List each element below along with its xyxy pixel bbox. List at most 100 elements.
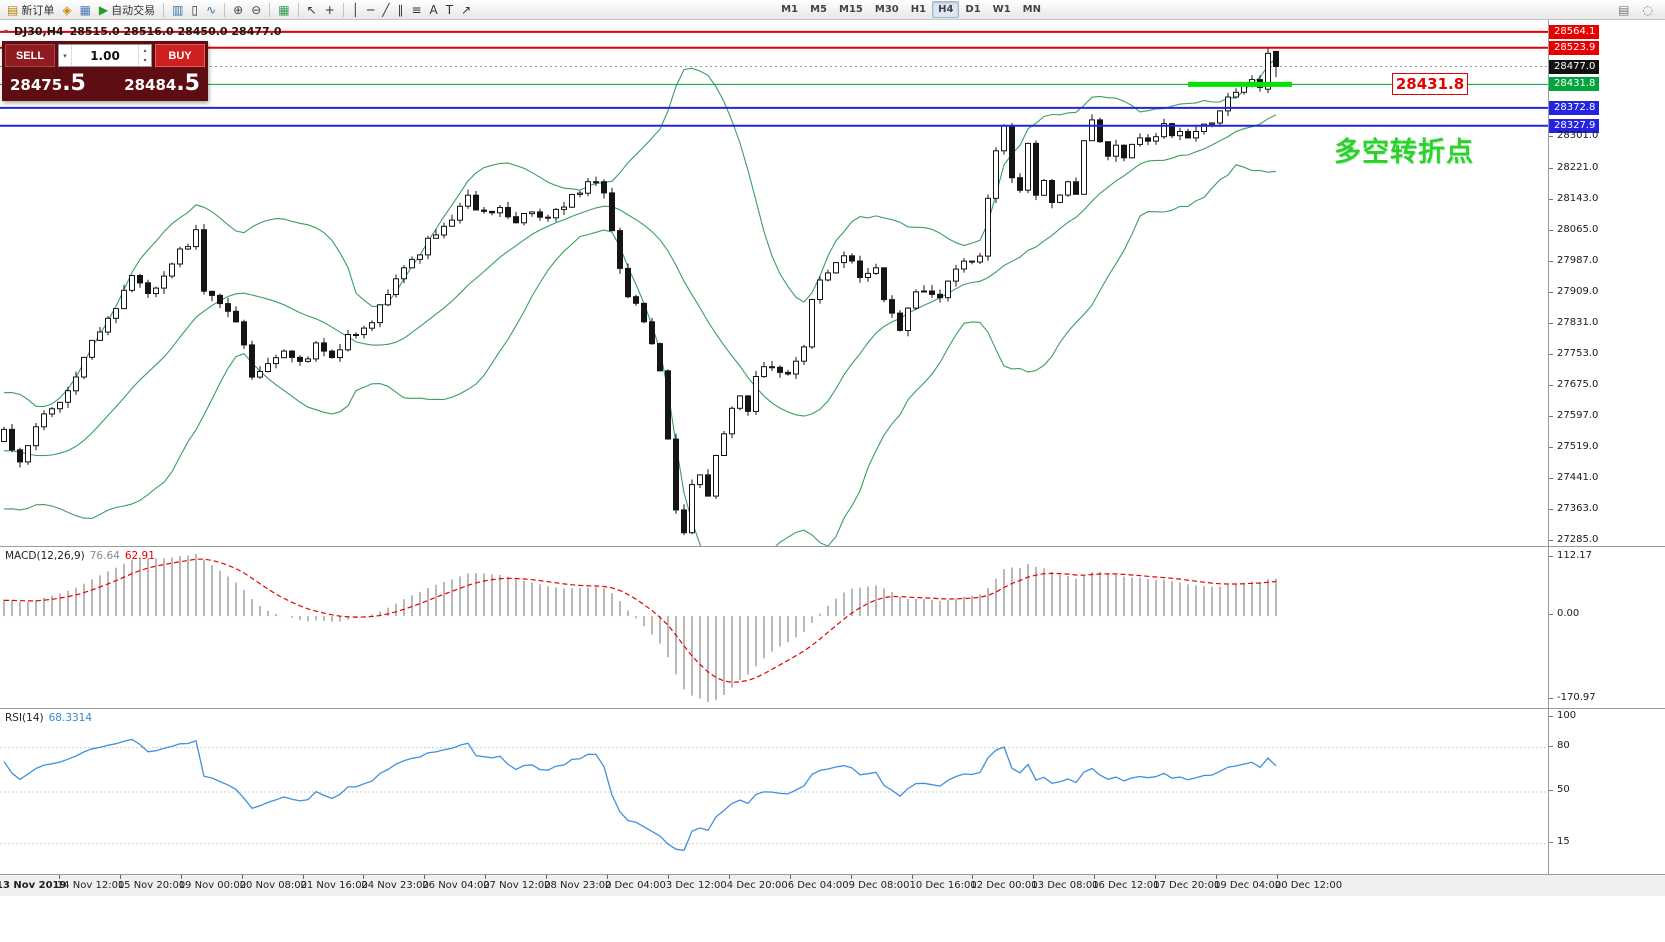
rsi-pane[interactable]: RSI(14) 68.3314	[0, 708, 1665, 874]
time-axis-label: 27 Nov 12:00	[483, 880, 551, 891]
time-axis-label: 17 Dec 20:00	[1153, 880, 1221, 891]
arrows-button[interactable]: ↗	[457, 1, 475, 18]
time-tick	[789, 875, 791, 879]
trendline-button[interactable]: ╱	[378, 1, 393, 18]
macd-chart[interactable]	[0, 548, 1548, 708]
price-tick-label: 27987.0	[1549, 254, 1602, 268]
time-axis-label: 2 Dec 04:00	[605, 880, 666, 891]
time-tick	[302, 875, 304, 879]
auto-trading-button[interactable]: ▶ 自动交易	[95, 1, 159, 18]
trade-panel-prices: 28475.5 28484.5	[5, 67, 205, 98]
sell-button[interactable]: SELL	[5, 44, 55, 67]
time-axis-label: 10 Dec 16:00	[909, 880, 977, 891]
arrow-icon: ↗	[461, 2, 472, 17]
rsi-chart[interactable]	[0, 710, 1548, 874]
chart-ohlc-label: 28515.0 28516.0 28450.0 28477.0	[69, 25, 282, 38]
price-tick-label: 27909.0	[1549, 285, 1602, 299]
time-axis-label: 14 Nov 12:00	[56, 880, 125, 891]
timeframe-m30[interactable]: M30	[874, 4, 899, 15]
timeframe-h4[interactable]: H4	[932, 1, 960, 18]
zoom-out-button[interactable]: ⊖	[247, 1, 265, 18]
time-axis-label: 16 Dec 12:00	[1092, 880, 1160, 891]
main-chart-pane[interactable]: ▾ DJ30,H4 28515.0 28516.0 28450.0 28477.…	[0, 20, 1548, 546]
macd-signal-value: 62.91	[124, 550, 155, 562]
line-chart-icon: ∿	[206, 2, 217, 17]
zoom-in-button[interactable]: ⊕	[229, 1, 247, 18]
price-level-label: 28523.9	[1549, 40, 1600, 55]
rsi-axis-label: 100	[1549, 709, 1580, 723]
sell-price: 28475.5	[10, 71, 86, 96]
one-click-trading-panel: SELL ▾ ▴ ▾ BUY 28475.5 28484.5	[2, 41, 208, 101]
toolbar-separator	[163, 2, 165, 17]
rsi-axis-label: 80	[1549, 739, 1574, 753]
timeframe-d1[interactable]: D1	[965, 4, 981, 15]
timeframe-mn[interactable]: MN	[1022, 4, 1041, 15]
lot-size-field[interactable]: ▾ ▴ ▾	[58, 44, 152, 67]
horizontal-line-button[interactable]: ─	[363, 1, 378, 18]
price-annotation-box[interactable]: 28431.8	[1392, 73, 1468, 95]
auto-trading-button-label: 自动交易	[111, 4, 156, 17]
channel-button[interactable]: ∥	[393, 1, 407, 18]
buy-button[interactable]: BUY	[155, 44, 205, 67]
price-tick-label: 28143.0	[1549, 192, 1602, 206]
lot-stepper[interactable]: ▴ ▾	[138, 45, 151, 66]
crosshair-icon: +	[324, 2, 335, 17]
toolbar-right-icons: ▤ ◌	[1614, 1, 1662, 18]
lot-dropdown-icon[interactable]: ▾	[59, 45, 72, 66]
price-tick-label: 27831.0	[1549, 316, 1602, 330]
time-tick	[241, 875, 243, 879]
charts-grid-button[interactable]: ▦	[76, 1, 95, 18]
time-tick	[850, 875, 852, 879]
cursor-button[interactable]: ↖	[303, 1, 321, 18]
toolbar: ▤ 新订单 ◈ ▦ ▶ 自动交易 ▥ ▯ ∿ ⊕ ⊖ ▦ ↖ + │ ─ ╱ ∥ ≡ A T ↗ M1 M5 M15 M30 H1…	[0, 0, 1665, 20]
bar-chart-button[interactable]: ▥	[168, 1, 187, 18]
toolbar-buttons: ▤ 新订单 ◈ ▦ ▶ 自动交易 ▥ ▯ ∿ ⊕ ⊖ ▦ ↖ + │ ─ ╱ ∥ ≡ A T ↗	[3, 1, 475, 18]
time-tick	[607, 875, 608, 879]
bar-chart-icon: ▥	[172, 2, 184, 17]
new-window-button[interactable]: ▤	[1614, 1, 1633, 18]
time-tick	[180, 875, 182, 879]
macd-pane[interactable]: MACD(12,26,9) 76.64 62.91	[0, 546, 1665, 708]
label-button[interactable]: T	[442, 1, 457, 18]
rsi-axis-label: 50	[1549, 783, 1574, 797]
new-order-icon: ▤	[7, 2, 19, 17]
lot-size-input[interactable]	[72, 45, 138, 66]
lot-increment-icon[interactable]: ▴	[143, 47, 147, 54]
time-tick	[363, 875, 365, 879]
price-axis[interactable]: 28564.1 28523.9 28431.8 28372.8 28327.9 28477…	[1548, 20, 1665, 874]
timeframe-h1[interactable]: H1	[910, 4, 927, 15]
vertical-line-button[interactable]: │	[348, 1, 363, 18]
text-button[interactable]: A	[426, 1, 442, 18]
trade-panel-toggle-icon[interactable]: ▾	[4, 27, 9, 36]
price-tick-label: 27363.0	[1549, 502, 1602, 516]
timeframe-m1[interactable]: M1	[781, 4, 799, 15]
lot-decrement-icon[interactable]: ▾	[143, 58, 147, 65]
tile-windows-button[interactable]: ▦	[274, 1, 293, 18]
fibonacci-button[interactable]: ≡	[407, 1, 425, 18]
price-tick-label: 28221.0	[1549, 161, 1602, 175]
candlestick-button[interactable]: ▯	[188, 1, 203, 18]
new-order-button[interactable]: ▤ 新订单	[3, 1, 58, 18]
timeframe-m5[interactable]: M5	[810, 4, 827, 15]
price-level-label: 28564.1	[1549, 24, 1600, 39]
alerts-button[interactable]: ◈	[58, 1, 75, 18]
time-axis-label: 28 Nov 23:00	[544, 880, 612, 891]
price-level-label: 28327.9	[1549, 118, 1600, 133]
timeframe-m15[interactable]: M15	[839, 4, 863, 15]
timeframe-w1[interactable]: W1	[992, 4, 1011, 15]
time-tick	[58, 875, 60, 879]
crosshair-button[interactable]: +	[321, 1, 339, 18]
chart-symbol-label: DJ30,H4	[14, 25, 64, 38]
candlestick-chart[interactable]	[0, 20, 1548, 546]
zoom-out-icon: ⊖	[251, 2, 262, 17]
time-tick	[667, 875, 669, 879]
buy-price-pips: .5	[176, 71, 200, 96]
line-chart-button[interactable]: ∿	[202, 1, 220, 18]
time-axis[interactable]: 13 Nov 2019 14 Nov 12:00 15 Nov 20:00 19 No…	[0, 874, 1665, 896]
macd-axis-label: 0.00	[1549, 607, 1583, 621]
macd-indicator-label: MACD(12,26,9) 76.64 62.91	[5, 550, 155, 562]
buy-price: 28484.5	[124, 71, 200, 96]
annotation-text[interactable]: 多空转折点	[1334, 137, 1474, 167]
time-tick	[1216, 875, 1217, 879]
search-button[interactable]: ◌	[1639, 1, 1657, 18]
